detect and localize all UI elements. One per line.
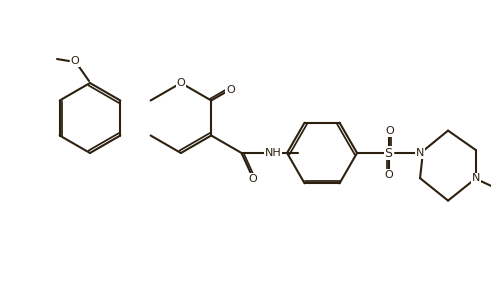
Text: N: N bbox=[472, 173, 480, 183]
Text: O: O bbox=[248, 174, 257, 184]
Text: O: O bbox=[177, 78, 185, 88]
Text: O: O bbox=[226, 84, 235, 94]
Text: S: S bbox=[384, 146, 392, 160]
Text: NH: NH bbox=[265, 148, 281, 158]
Text: O: O bbox=[71, 56, 80, 66]
Text: O: O bbox=[385, 126, 394, 136]
Text: N: N bbox=[416, 148, 424, 158]
Text: O: O bbox=[384, 170, 393, 180]
